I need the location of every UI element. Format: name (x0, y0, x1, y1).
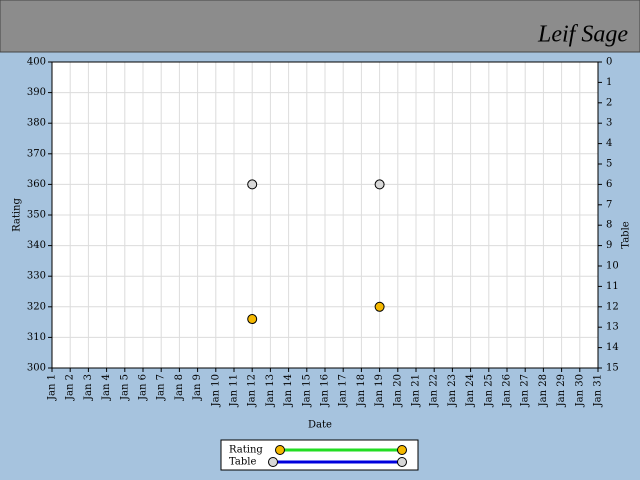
x-tick-label: Jan 1 (47, 374, 58, 401)
legend-marker (397, 445, 407, 455)
legend-marker (397, 457, 407, 467)
y-tick-label: 370 (27, 148, 46, 159)
legend-marker (275, 445, 285, 455)
x-tick-label: Jan 21 (411, 374, 422, 407)
x-tick-label: Jan 24 (465, 374, 476, 407)
y2-tick-label: 8 (606, 220, 612, 231)
y2-tick-label: 1 (606, 77, 612, 88)
y-tick-label: 390 (27, 87, 46, 98)
y2-tick-label: 0 (606, 57, 612, 68)
x-tick-label: Jan 19 (374, 374, 385, 407)
x-tick-label: Jan 2 (65, 374, 76, 401)
x-tick-label: Jan 14 (283, 374, 294, 407)
y-tick-label: 360 (27, 179, 46, 190)
legend-marker (268, 457, 278, 467)
y-tick-label: 310 (27, 332, 46, 343)
point (247, 314, 258, 325)
y2-tick-label: 5 (606, 159, 612, 170)
x-tick-label: Jan 8 (174, 374, 185, 401)
y-tick-label: 330 (27, 271, 46, 282)
x-tick-label: Jan 22 (429, 374, 440, 407)
y-axis-label: Rating (12, 198, 23, 232)
point (374, 301, 385, 312)
x-tick-label: Jan 9 (192, 374, 203, 401)
x-tick-label: Jan 27 (520, 374, 531, 407)
y-tick-label: 350 (27, 210, 46, 221)
y2-tick-label: 7 (606, 199, 612, 210)
y2-tick-label: 10 (606, 261, 619, 272)
x-tick-label: Jan 26 (502, 374, 513, 407)
x-tick-label: Jan 29 (556, 374, 567, 407)
x-tick-label: Jan 30 (574, 374, 585, 407)
marks (247, 179, 385, 325)
y2-tick-label: 12 (606, 301, 619, 312)
x-tick-label: Jan 18 (356, 374, 367, 407)
x-tick-label: Jan 6 (138, 374, 149, 401)
x-tick-label: Jan 17 (338, 374, 349, 407)
y2-tick-label: 4 (606, 138, 612, 149)
header-bar (0, 0, 640, 53)
y2-tick-label: 6 (606, 179, 612, 190)
y2-tick-label: 15 (606, 363, 619, 374)
x-tick-label: Jan 20 (392, 374, 403, 407)
x-tick-label: Jan 31 (593, 374, 604, 407)
x-tick-label: Jan 11 (229, 374, 240, 407)
x-tick-label: Jan 15 (301, 374, 312, 407)
point (247, 179, 258, 190)
y-tick-label: 300 (27, 363, 46, 374)
legend-label: Table (229, 457, 256, 468)
y-tick-label: 380 (27, 118, 46, 129)
x-tick-label: Jan 7 (156, 374, 167, 401)
x-tick-label: Jan 25 (483, 374, 494, 407)
y-tick-label: 340 (27, 240, 46, 251)
point (374, 179, 385, 190)
x-tick-label: Jan 23 (447, 374, 458, 407)
y-tick-label: 400 (27, 57, 46, 68)
legend-label: Rating (229, 445, 263, 456)
x-tick-label: Jan 5 (119, 374, 130, 401)
x-tick-label: Jan 16 (320, 374, 331, 407)
y2-tick-label: 13 (606, 322, 619, 333)
y-tick-label: 320 (27, 301, 46, 312)
y2-tick-label: 3 (606, 118, 612, 129)
x-tick-label: Jan 10 (210, 374, 221, 407)
grid (51, 61, 599, 369)
x-tick-label: Jan 28 (538, 374, 549, 407)
x-tick-label: Jan 13 (265, 374, 276, 407)
y2-tick-label: 11 (606, 281, 619, 292)
y2-tick-label: 2 (606, 97, 612, 108)
y2-axis-label: Table (621, 221, 632, 248)
user-name: Leif Sage (537, 22, 628, 48)
x-tick-label: Jan 12 (247, 374, 258, 407)
x-axis-label: Date (308, 420, 332, 431)
y2-tick-label: 9 (606, 240, 612, 251)
x-tick-label: Jan 4 (101, 374, 112, 401)
y2-tick-label: 14 (606, 342, 619, 353)
x-tick-label: Jan 3 (83, 374, 94, 401)
legend (220, 439, 419, 471)
